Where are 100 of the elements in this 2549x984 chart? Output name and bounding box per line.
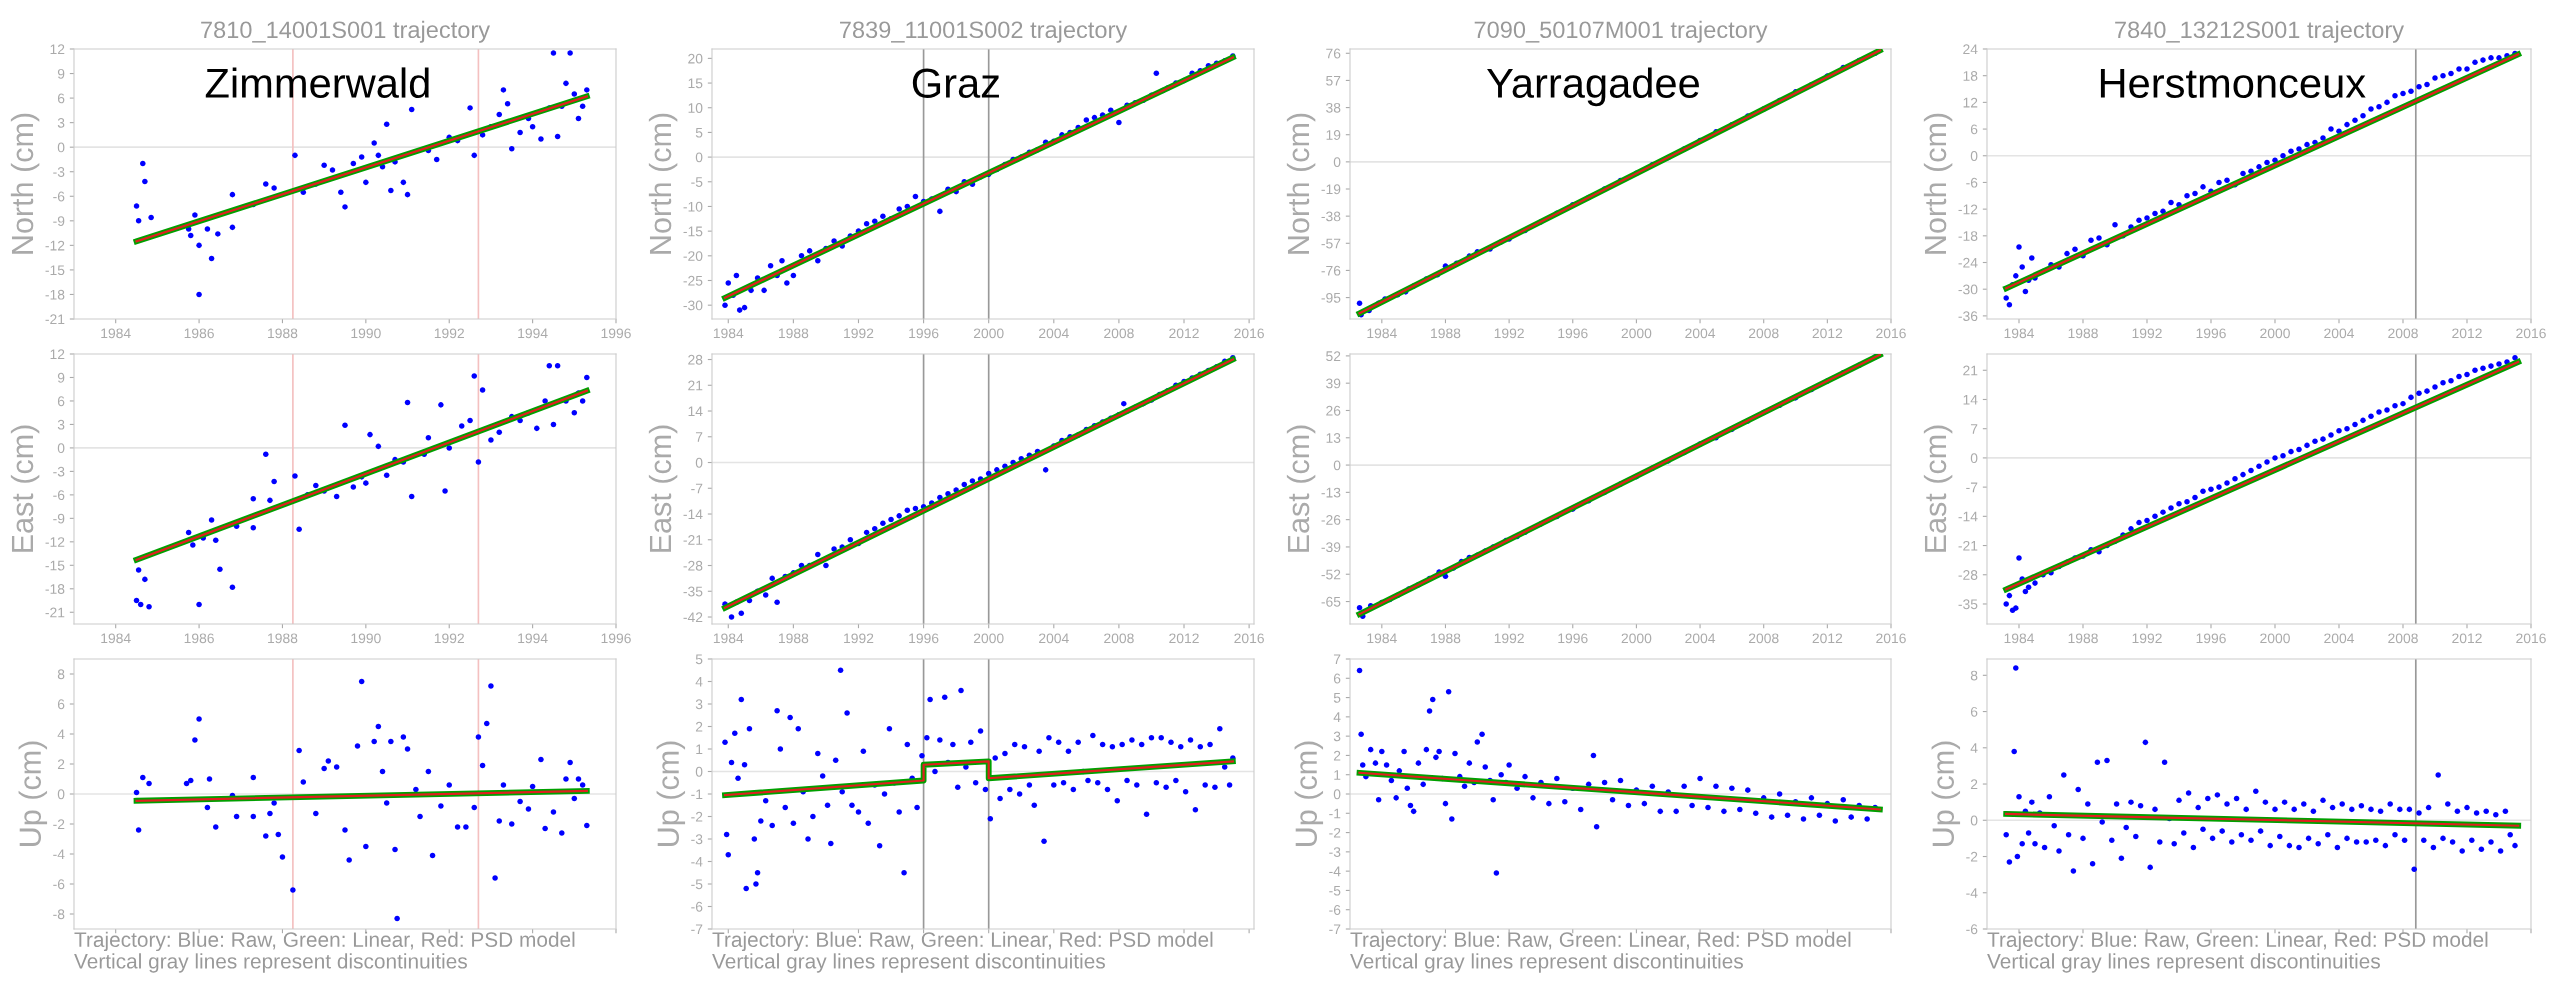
y-tick-label: -39 <box>1321 542 1341 553</box>
y-tick-label: 24 <box>1963 44 1978 55</box>
x-tick-label: 2000 <box>1621 328 1652 339</box>
y-tick-label: 6 <box>57 396 65 407</box>
y-tick-label: 8 <box>57 669 65 680</box>
y-tick-label: 1 <box>696 744 703 755</box>
y-tick-label: -26 <box>1321 514 1341 525</box>
x-tick-label: 1988 <box>268 328 298 339</box>
y-tick-label: 38 <box>1326 102 1341 113</box>
x-tick-label: 1990 <box>351 328 381 339</box>
y-tick-label: 4 <box>695 676 703 687</box>
y-tick-label: -6 <box>53 879 65 890</box>
y-tick-label: -8 <box>53 909 65 920</box>
y-tick-label: -4 <box>691 856 703 867</box>
x-tick-label: 1992 <box>844 328 874 339</box>
annotation: Graz <box>912 68 999 98</box>
y-tick-label: 15 <box>688 78 703 89</box>
y-tick-label: -18 <box>1958 231 1978 241</box>
y-axis-title: North (cm) <box>1923 113 1953 254</box>
y-tick-label: -4 <box>1966 888 1978 898</box>
y-tick-label: -5 <box>1329 885 1341 896</box>
y-tick-label: 8 <box>1970 670 1978 681</box>
y-tick-label: -3 <box>691 834 703 845</box>
y-tick-label: 1 <box>1334 770 1341 780</box>
y-tick-label: 21 <box>1963 365 1978 376</box>
x-tick-label: 1984 <box>1367 328 1397 339</box>
y-tick-label: -7 <box>691 483 703 494</box>
y-tick-label: 4 <box>57 729 65 740</box>
y-tick-label: 26 <box>1326 405 1341 416</box>
y-tick-label: -52 <box>1321 569 1341 580</box>
x-tick-label: 1992 <box>434 633 464 644</box>
x-tick-label: 1996 <box>601 633 631 644</box>
y-tick-label: 3 <box>57 117 65 128</box>
x-tick-label: 2008 <box>1748 328 1779 339</box>
x-tick-label: 2004 <box>1685 328 1716 339</box>
y-tick-label: -7 <box>1966 482 1978 493</box>
y-tick-label: 0 <box>1970 151 1978 161</box>
text: Vertical gray lines represent discontinuities <box>74 953 467 973</box>
y-tick-label: -28 <box>1958 570 1978 580</box>
x-tick-label: 2008 <box>1104 633 1134 644</box>
y-tick-label: 19 <box>1326 130 1341 140</box>
y-tick-label: -7 <box>1329 924 1341 935</box>
x-tick-label: 1996 <box>2196 633 2226 644</box>
y-tick-label: 76 <box>1326 48 1341 59</box>
x-tick-label: 1988 <box>1431 633 1461 644</box>
x-tick-label: 1984 <box>713 633 744 644</box>
y-tick-label: -35 <box>1958 599 1978 610</box>
y-tick-label: -15 <box>683 226 703 237</box>
x-tick-label: 2016 <box>1876 633 1906 644</box>
y-tick-label: -6 <box>1966 924 1978 935</box>
y-tick-label: 0 <box>1970 815 1978 826</box>
y-tick-label: -9 <box>53 513 65 524</box>
x-tick-label: 1986 <box>184 633 214 644</box>
y-tick-label: -25 <box>683 275 703 286</box>
x-tick-label: 1992 <box>844 633 874 644</box>
y-tick-label: 0 <box>1970 453 1978 464</box>
y-tick-label: -2 <box>53 819 65 830</box>
x-tick-label: 1992 <box>2132 328 2162 339</box>
y-tick-label: 0 <box>695 766 703 777</box>
x-tick-label: 2000 <box>1621 633 1652 644</box>
y-axis-title: East (cm) <box>648 425 678 552</box>
y-axis-title: East (cm) <box>10 425 40 552</box>
y-tick-label: 9 <box>57 68 65 79</box>
text: Vertical gray lines represent discontinuities <box>1987 953 2380 973</box>
x-tick-label: 1988 <box>268 633 298 644</box>
y-tick-label: -1 <box>1329 808 1341 819</box>
text: Trajectory: Blue: Raw, Green: Linear, Red: PSD model <box>712 931 1213 952</box>
y-tick-label: 21 <box>688 380 703 391</box>
y-tick-label: -36 <box>1958 311 1978 322</box>
annotation: Herstmonceux <box>2100 68 2366 98</box>
x-tick-label: 2016 <box>2516 633 2546 644</box>
y-tick-label: -6 <box>691 901 703 912</box>
x-tick-label: 1992 <box>1494 328 1524 339</box>
y-tick-label: 7 <box>1970 424 1978 434</box>
y-tick-label: 2 <box>695 721 703 732</box>
x-tick-label: 1996 <box>2196 328 2226 339</box>
x-tick-label: 2004 <box>1039 633 1069 644</box>
y-tick-label: -21 <box>45 607 65 618</box>
x-tick-label: 2012 <box>2452 328 2482 339</box>
y-tick-label: 39 <box>1326 378 1341 389</box>
y-tick-label: -4 <box>53 849 65 860</box>
x-tick-label: 2016 <box>2516 328 2546 339</box>
y-tick-label: 4 <box>1970 743 1978 753</box>
y-tick-label: -1 <box>691 789 703 800</box>
y-tick-label: 2 <box>1970 779 1978 790</box>
y-tick-label: 0 <box>695 152 703 163</box>
y-axis-title: North (cm) <box>648 113 678 254</box>
y-tick-label: 7 <box>1333 654 1341 665</box>
y-tick-label: 52 <box>1326 351 1341 362</box>
x-tick-label: 1984 <box>2004 328 2035 339</box>
y-tick-label: 5 <box>695 654 703 665</box>
x-tick-label: 2012 <box>1169 328 1199 339</box>
y-tick-label: -6 <box>53 191 65 202</box>
y-tick-label: -15 <box>45 265 65 276</box>
y-axis-title: Up (cm) <box>1931 741 1961 846</box>
x-tick-label: 2004 <box>2324 633 2355 644</box>
y-tick-label: 6 <box>1970 706 1978 717</box>
y-tick-label: -28 <box>683 560 703 571</box>
x-tick-label: 1984 <box>101 633 131 644</box>
y-tick-label: -2 <box>1966 851 1978 862</box>
